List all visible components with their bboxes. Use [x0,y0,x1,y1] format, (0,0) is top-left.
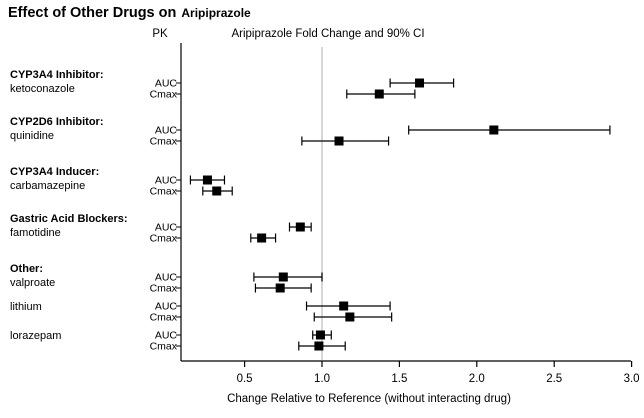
group-category-label: CYP3A4 Inhibitor: [10,69,104,81]
point-estimate-marker [278,272,288,282]
pk-metric-label: Cmax [150,233,178,245]
group-category-label: Other: [10,263,43,275]
group-drug-label: ketoconazole [10,83,75,95]
pk-metric-label: Cmax [150,312,178,324]
point-estimate-marker [257,233,267,243]
group-drug-label: valproate [10,277,55,289]
group-drug-label: lorazepam [10,330,61,342]
pk-metric-label: AUC [155,175,178,187]
pk-metric-label: AUC [155,222,178,234]
pk-metric-label: AUC [155,78,178,90]
point-estimate-marker [415,78,425,88]
point-estimate-marker [374,89,384,99]
point-estimate-marker [345,312,355,322]
pk-metric-label: AUC [155,125,178,137]
column-header-pk: PK [152,28,168,40]
figure-title-main: Effect of Other Drugs on [8,5,177,21]
x-tick-label: 2.0 [469,373,485,385]
point-estimate-marker [314,341,324,351]
point-estimate-marker [202,175,212,185]
point-estimate-marker [295,222,305,232]
figure-title-drug: Aripiprazole [181,6,251,20]
point-estimate-marker [339,301,349,311]
x-tick-label: 3.0 [624,373,640,385]
group-drug-label: lithium [10,301,42,313]
group-drug-label: carbamazepine [10,180,85,192]
pk-metric-label: Cmax [150,89,178,101]
x-tick-label: 0.5 [237,373,253,385]
pk-metric-label: AUC [155,301,178,313]
group-drug-label: famotidine [10,227,61,239]
column-header-fold-change: Aripiprazole Fold Change and 90% CI [231,28,425,40]
pk-metric-label: AUC [155,272,178,284]
pk-metric-label: Cmax [150,341,178,353]
x-tick-label: 1.5 [391,373,407,385]
x-tick-label: 1.0 [314,373,330,385]
point-estimate-marker [212,186,222,196]
pk-metric-label: AUC [155,330,178,342]
figure-title: Effect of Other Drugs on Aripiprazole [8,4,251,22]
group-category-label: CYP2D6 Inhibitor: [10,116,104,128]
point-estimate-marker [275,283,285,293]
point-estimate-marker [489,125,499,135]
x-axis-label: Change Relative to Reference (without in… [227,393,511,405]
point-estimate-marker [334,136,344,146]
pk-metric-label: Cmax [150,136,178,148]
pk-metric-label: Cmax [150,283,178,295]
point-estimate-marker [315,330,325,340]
group-category-label: Gastric Acid Blockers: [10,213,128,225]
x-tick-label: 2.5 [546,373,562,385]
group-drug-label: quinidine [10,130,54,142]
group-category-label: CYP3A4 Inducer: [10,166,99,178]
pk-metric-label: Cmax [150,186,178,198]
